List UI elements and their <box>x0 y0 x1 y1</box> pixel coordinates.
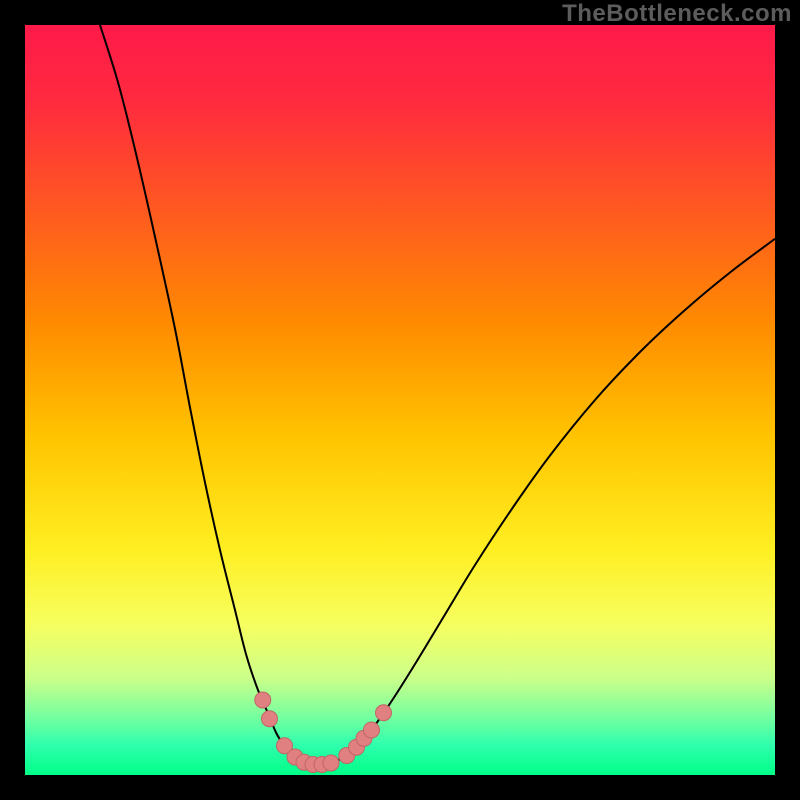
data-marker <box>262 711 278 727</box>
bottleneck-chart: TheBottleneck.com <box>0 0 800 800</box>
data-marker <box>376 705 392 721</box>
watermark-text: TheBottleneck.com <box>562 0 792 28</box>
data-marker <box>364 722 380 738</box>
data-marker <box>323 755 339 771</box>
chart-plot-area <box>25 25 775 775</box>
chart-svg <box>0 0 800 800</box>
data-marker <box>255 692 271 708</box>
